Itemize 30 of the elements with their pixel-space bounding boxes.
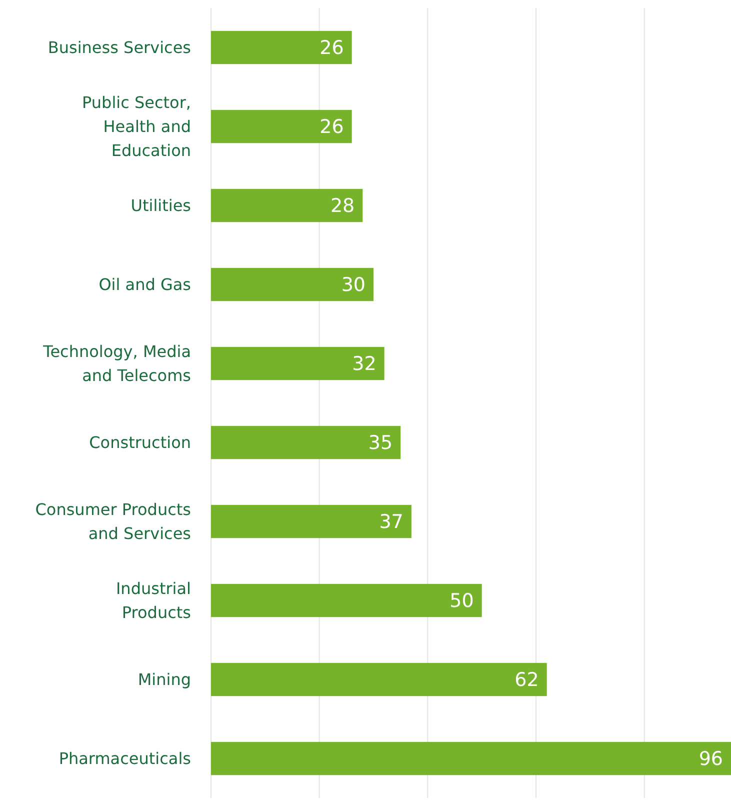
data-label: 37 xyxy=(379,511,404,534)
bar xyxy=(211,426,401,460)
data-label: 26 xyxy=(320,116,344,138)
data-label: 26 xyxy=(320,37,344,60)
data-label: 96 xyxy=(698,748,723,770)
bar xyxy=(211,662,547,696)
y-tick-label: Technology, Media and Telecoms xyxy=(42,342,191,386)
y-tick-label: Oil and Gas xyxy=(98,275,191,294)
data-label: 35 xyxy=(368,432,393,454)
bar xyxy=(211,268,374,302)
bar xyxy=(211,110,352,144)
data-label: 62 xyxy=(514,669,539,692)
data-label: 30 xyxy=(341,274,366,296)
bar xyxy=(211,742,731,776)
data-label: 50 xyxy=(450,590,474,612)
y-tick-label: Business Services xyxy=(48,38,191,58)
data-label: 28 xyxy=(330,195,355,218)
bar xyxy=(211,30,352,64)
data-label: 32 xyxy=(352,353,376,376)
bar xyxy=(211,504,412,538)
bar xyxy=(211,346,384,380)
y-tick-label: Pharmaceuticals xyxy=(58,749,191,768)
y-tick-label: Mining xyxy=(138,670,191,690)
bar xyxy=(211,584,482,618)
bar xyxy=(211,188,363,222)
y-tick-label: Construction xyxy=(89,433,191,452)
y-tick-label: Consumer Products and Services xyxy=(35,500,191,544)
y-tick-label: Utilities xyxy=(130,196,191,216)
y-tick-label: Public Sector, Health and Education xyxy=(82,93,191,160)
y-tick-label: Industrial Products xyxy=(116,579,191,622)
